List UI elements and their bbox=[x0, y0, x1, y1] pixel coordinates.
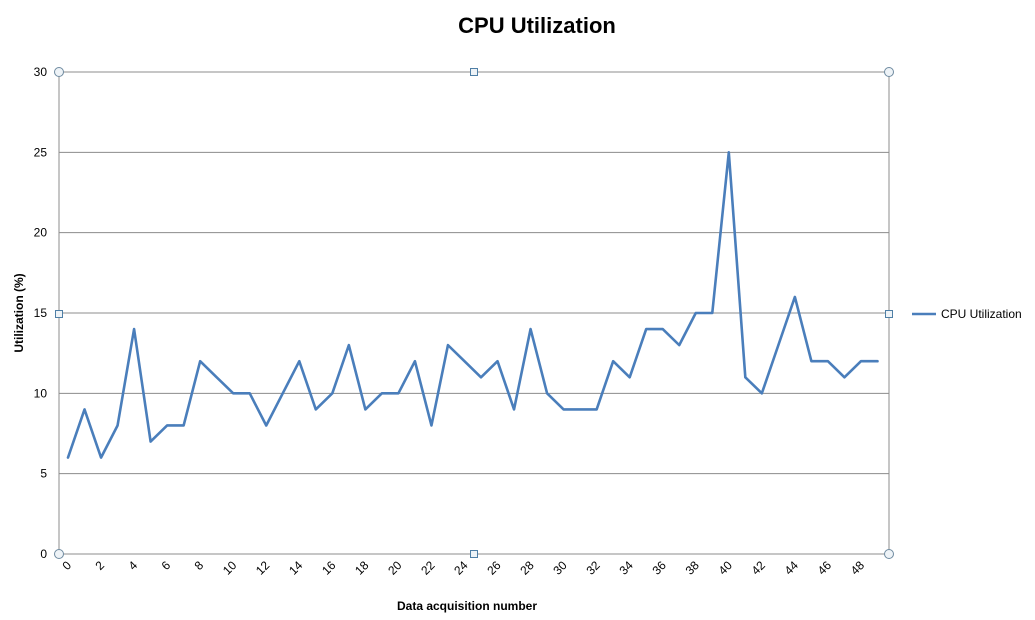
x-tick-label: 30 bbox=[550, 558, 570, 578]
y-tick-label: 20 bbox=[34, 226, 48, 240]
x-tick-label: 44 bbox=[782, 558, 802, 578]
y-tick-label: 15 bbox=[34, 306, 48, 320]
resize-handle-top-right[interactable] bbox=[884, 67, 894, 77]
x-tick-label: 10 bbox=[220, 558, 240, 578]
y-tick-label: 10 bbox=[34, 386, 48, 400]
resize-handle-bottom[interactable] bbox=[470, 550, 478, 558]
x-tick-label: 16 bbox=[319, 558, 339, 578]
y-tick-label: 30 bbox=[34, 65, 48, 79]
x-tick-label: 28 bbox=[517, 558, 537, 578]
x-tick-label: 18 bbox=[352, 558, 372, 578]
x-tick-label: 40 bbox=[716, 558, 736, 578]
legend: CPU Utilization bbox=[912, 307, 1022, 321]
x-tick-label: 0 bbox=[59, 558, 74, 573]
x-tick-label: 26 bbox=[484, 558, 504, 578]
series-layer bbox=[66, 151, 879, 459]
x-tick-label: 24 bbox=[451, 558, 471, 578]
resize-handle-left[interactable] bbox=[55, 310, 63, 318]
x-tick-label: 6 bbox=[159, 558, 174, 573]
x-tick-label: 48 bbox=[848, 558, 868, 578]
resize-handle-top-left[interactable] bbox=[54, 67, 64, 77]
x-tick-label: 20 bbox=[385, 558, 405, 578]
resize-handle-top[interactable] bbox=[470, 68, 478, 76]
legend-label: CPU Utilization bbox=[941, 307, 1022, 321]
y-tick-label: 5 bbox=[40, 467, 47, 481]
y-tick-label: 25 bbox=[34, 145, 48, 159]
x-tick-label: 12 bbox=[253, 558, 273, 578]
x-tick-label: 34 bbox=[616, 558, 636, 578]
x-axis-title: Data acquisition number bbox=[397, 599, 537, 613]
x-tick-label: 38 bbox=[683, 558, 703, 578]
resize-handle-right[interactable] bbox=[885, 310, 893, 318]
series-line-cpu-utilization bbox=[66, 151, 879, 459]
selection-handles[interactable] bbox=[54, 67, 894, 559]
gridlines bbox=[59, 71, 889, 555]
x-tick-label: 36 bbox=[649, 558, 669, 578]
x-tick-label: 4 bbox=[126, 558, 141, 573]
chart-title: CPU Utilization bbox=[458, 13, 616, 38]
x-tick-label: 22 bbox=[418, 558, 438, 578]
resize-handle-bottom-left[interactable] bbox=[54, 549, 64, 559]
y-axis-title: Utilization (%) bbox=[12, 273, 26, 352]
resize-handle-bottom-right[interactable] bbox=[884, 549, 894, 559]
x-tick-label: 8 bbox=[192, 558, 207, 573]
y-axis-tick-labels: 0 5 10 15 20 25 30 bbox=[34, 65, 48, 561]
y-tick-label: 0 bbox=[40, 547, 47, 561]
x-tick-label: 2 bbox=[93, 558, 108, 573]
x-tick-label: 32 bbox=[583, 558, 603, 578]
x-tick-label: 46 bbox=[815, 558, 835, 578]
x-tick-label: 42 bbox=[749, 558, 769, 578]
x-axis-tick-labels: 0 2 4 6 8 10 12 14 16 18 20 22 24 26 28 30 32 34 36 38 40 42 4… bbox=[59, 558, 867, 578]
x-tick-label: 14 bbox=[286, 558, 306, 578]
